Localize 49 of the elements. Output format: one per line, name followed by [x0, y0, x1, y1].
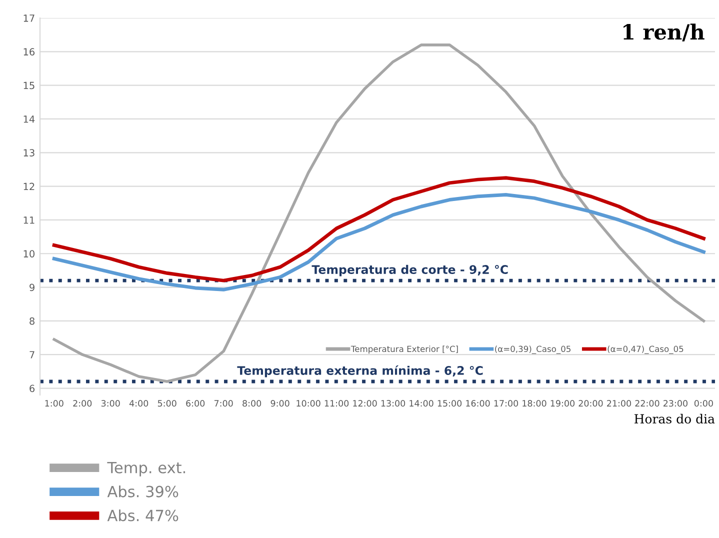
x-tick-label: 23:00 [663, 400, 688, 407]
x-tick-label: 5:00 [158, 400, 176, 407]
legend-label: Abs. 39% [107, 486, 178, 498]
x-tick-label: 8:00 [242, 400, 262, 407]
x-tick-label: 17:00 [494, 400, 518, 407]
y-tick-label: 7 [30, 351, 34, 358]
ref-line-label: Temperatura de corte - 9,2 °C [312, 264, 508, 276]
x-tick-label: 12:00 [353, 400, 377, 407]
x-tick-label: 18:00 [522, 400, 546, 407]
x-tick-label: 10:00 [296, 400, 320, 407]
y-tick-label: 8 [30, 317, 34, 325]
x-tick-label: 2:00 [73, 400, 92, 407]
y-tick-label: 6 [30, 384, 35, 392]
annotation: (α=0,39)_Caso_05 [495, 346, 570, 354]
x-tick-label: 22:00 [635, 400, 660, 407]
ref-line-label: Temperatura externa mínima - 6,2 °C [237, 365, 483, 378]
x-tick-label: 16:00 [466, 400, 490, 407]
y-tick-label: 13 [24, 149, 34, 156]
legend-label: Abs. 47% [107, 509, 178, 522]
y-tick-label: 9 [30, 284, 34, 292]
x-tick-label: 20:00 [578, 400, 603, 407]
x-tick-label: 21:00 [607, 400, 631, 407]
y-tick-label: 16 [24, 48, 35, 56]
y-tick-label: 15 [24, 82, 34, 90]
annotation: Temperatura Exterior [°C] [350, 346, 458, 354]
line-series [52, 176, 706, 282]
x-tick-label: 13:00 [381, 400, 406, 407]
chart-title: 1 ren/h [624, 24, 704, 42]
x-tick-label: 0:00 [694, 400, 713, 407]
x-tick-label: 19:00 [550, 400, 575, 407]
y-tick-label: 12 [24, 182, 34, 190]
x-tick-label: 1:00 [45, 400, 64, 407]
y-tick-label: 10 [24, 250, 34, 258]
legend-label: Temp. ext. [107, 462, 186, 476]
line-series [52, 44, 706, 383]
x-tick-label: 9:00 [270, 400, 290, 407]
x-tick-label: 15:00 [438, 400, 462, 407]
x-tick-label: 11:00 [324, 400, 349, 407]
line-series [52, 192, 706, 292]
annotation: (α=0,47)_Caso_05 [608, 346, 684, 354]
x-tick-label: 3:00 [101, 400, 120, 407]
y-tick-label: 11 [24, 216, 34, 224]
y-tick-label: 14 [24, 116, 35, 123]
x-tick-label: 6:00 [186, 400, 205, 407]
y-tick-label: 17 [24, 14, 34, 22]
x-tick-label: 14:00 [410, 400, 434, 407]
x-tick-label: 7:00 [214, 400, 233, 407]
x-tick-label: 4:00 [129, 400, 148, 407]
x-axis-title: Horas do dia [634, 414, 715, 424]
